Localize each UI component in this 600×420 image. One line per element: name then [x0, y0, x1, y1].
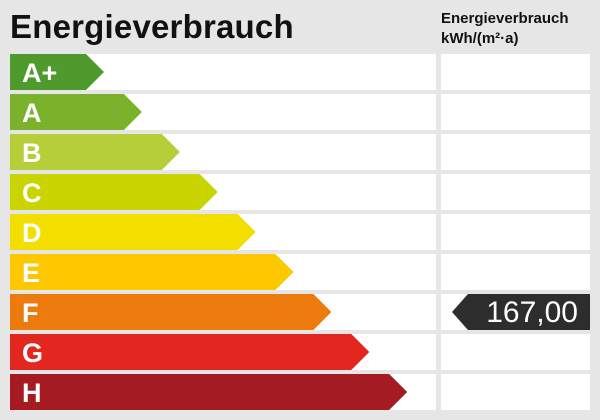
page-title: Energieverbrauch — [10, 8, 294, 45]
rating-arrow-g: G — [10, 334, 369, 370]
value-marker: 167,00 — [452, 294, 590, 330]
value-cell — [441, 214, 590, 250]
value-cell — [441, 174, 590, 210]
value-marker-text: 167,00 — [486, 296, 578, 329]
value-cell — [441, 374, 590, 410]
rating-label: A+ — [22, 58, 58, 88]
value-cell — [441, 134, 590, 170]
value-cell — [441, 94, 590, 130]
rating-label: A — [22, 98, 42, 128]
rating-label: H — [22, 378, 42, 408]
rating-label: C — [22, 178, 42, 208]
rating-arrow-d: D — [10, 214, 256, 250]
rating-arrow-c: C — [10, 174, 218, 210]
rating-arrow-f: F — [10, 294, 331, 330]
rating-arrow-h: H — [10, 374, 407, 410]
value-cell — [441, 254, 590, 290]
unit-header: Energieverbrauch kWh/(m²·a) — [441, 9, 569, 49]
value-cell — [441, 334, 590, 370]
rating-label: G — [22, 338, 44, 368]
rating-arrow-a: A — [10, 94, 142, 130]
unit-header-line1: Energieverbrauch — [441, 10, 569, 27]
rating-label: E — [22, 258, 41, 288]
rating-label: D — [22, 218, 42, 248]
value-cell — [441, 54, 590, 90]
unit-header-line2: kWh/(m²·a) — [441, 30, 519, 47]
rating-label: B — [22, 138, 42, 168]
rating-arrow-b: B — [10, 134, 180, 170]
rating-arrow-aplus: A+ — [10, 54, 104, 90]
rating-label: F — [22, 298, 39, 328]
rating-arrow-e: E — [10, 254, 294, 290]
